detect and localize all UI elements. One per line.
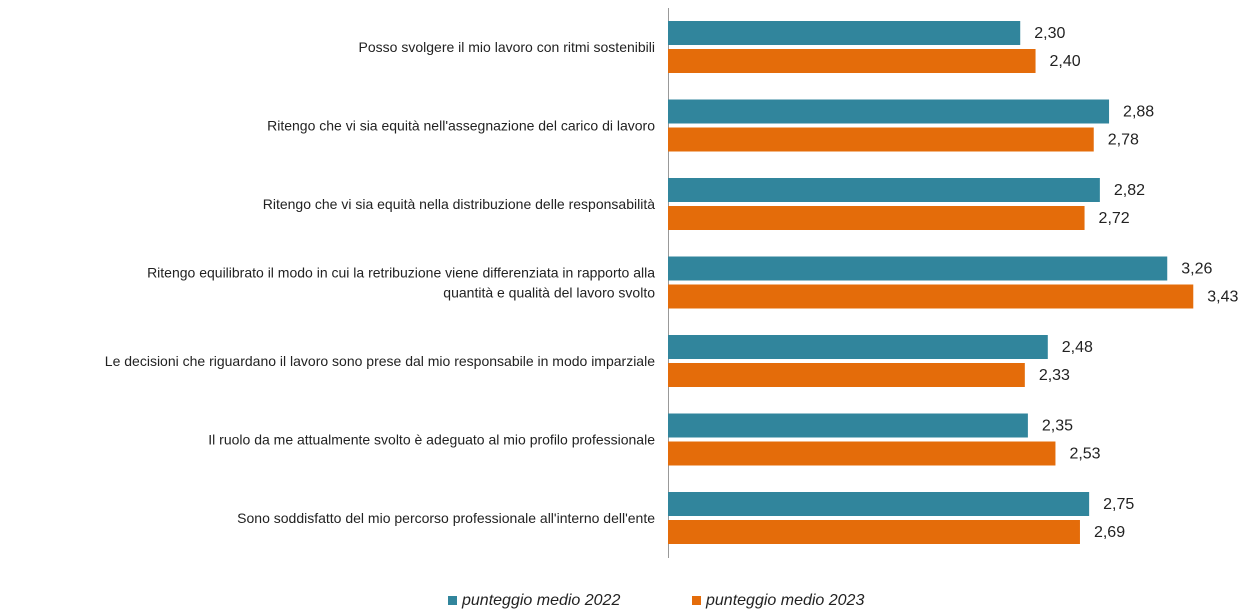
category-label: Sono soddisfatto del mio percorso profes… <box>237 510 655 526</box>
bar <box>668 21 1021 45</box>
value-label: 2,88 <box>1123 104 1154 121</box>
legend-swatch <box>448 596 457 605</box>
value-label: 2,72 <box>1099 210 1130 227</box>
legend-label: punteggio medio 2023 <box>705 592 864 609</box>
bar <box>668 49 1036 73</box>
value-label: 3,43 <box>1207 289 1238 306</box>
value-label: 2,75 <box>1103 496 1134 513</box>
value-label: 2,69 <box>1094 524 1125 541</box>
value-label: 2,40 <box>1050 53 1081 70</box>
category-label: Ritengo equilibrato il modo in cui la re… <box>147 264 655 300</box>
bar <box>668 99 1110 124</box>
category-label: Il ruolo da me attualmente svolto è adeg… <box>208 431 655 447</box>
legend-label: punteggio medio 2022 <box>461 592 620 609</box>
bar <box>668 256 1168 281</box>
bar <box>668 363 1025 387</box>
value-label: 2,30 <box>1034 25 1065 42</box>
bar <box>668 206 1085 230</box>
bar <box>668 520 1080 544</box>
bar <box>668 127 1094 152</box>
value-label: 2,48 <box>1062 339 1093 356</box>
value-label: 2,35 <box>1042 418 1073 435</box>
category-label: Le decisioni che riguardano il lavoro so… <box>105 353 655 369</box>
bar <box>668 178 1100 202</box>
bar <box>668 284 1194 309</box>
bar <box>668 413 1028 438</box>
category-label: Ritengo che vi sia equità nella distribu… <box>263 196 655 212</box>
category-label: Posso svolgere il mio lavoro con ritmi s… <box>359 39 655 55</box>
value-label: 2,33 <box>1039 367 1070 384</box>
bar <box>668 335 1048 359</box>
legend-swatch <box>692 596 701 605</box>
bar <box>668 441 1056 466</box>
category-label: Ritengo che vi sia equità nell'assegnazi… <box>267 117 655 133</box>
value-label: 2,82 <box>1114 182 1145 199</box>
value-label: 3,26 <box>1181 261 1212 278</box>
value-label: 2,53 <box>1069 446 1100 463</box>
bar <box>668 492 1090 516</box>
value-label: 2,78 <box>1108 132 1139 149</box>
